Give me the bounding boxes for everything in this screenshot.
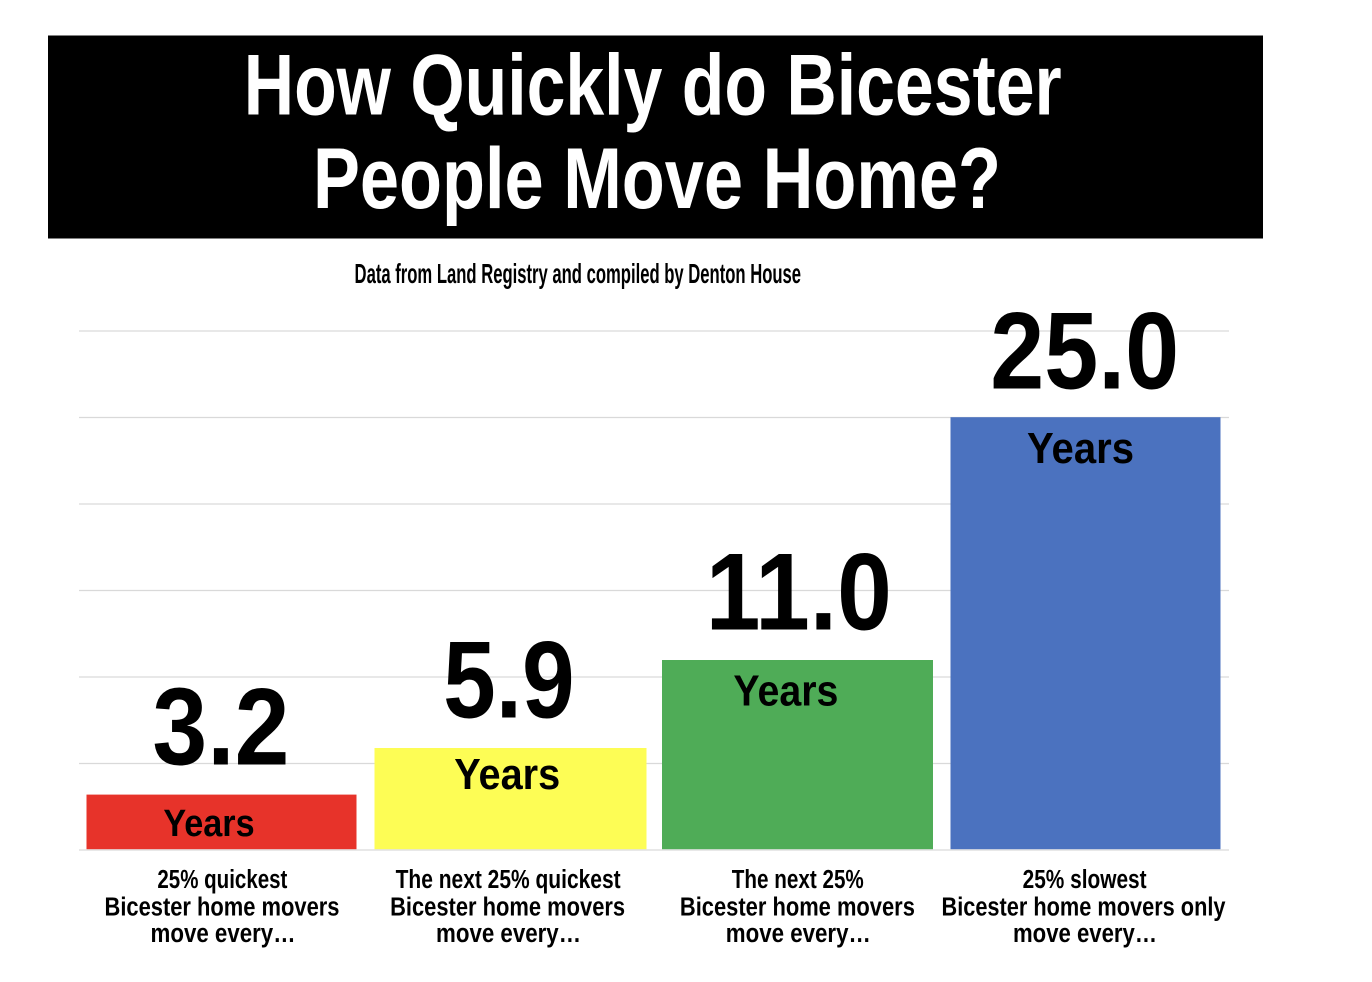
svg-text:Bicester home movers only: Bicester home movers only (942, 891, 1226, 921)
svg-text:People Move Home?: People Move Home? (313, 131, 1001, 227)
svg-text:Years: Years (1027, 425, 1134, 473)
svg-text:Bicester home movers: Bicester home movers (680, 891, 915, 921)
svg-text:Bicester home movers: Bicester home movers (105, 891, 340, 921)
svg-text:25% slowest: 25% slowest (1023, 864, 1147, 894)
svg-text:25.0: 25.0 (990, 290, 1179, 412)
svg-text:move every…: move every… (1013, 918, 1157, 948)
svg-text:Bicester home movers: Bicester home movers (390, 891, 625, 921)
svg-text:Years: Years (163, 802, 254, 845)
svg-text:Years: Years (733, 668, 838, 716)
svg-text:3.2: 3.2 (152, 667, 289, 789)
svg-text:move every…: move every… (436, 918, 581, 948)
svg-text:move every…: move every… (726, 918, 871, 948)
svg-text:5.9: 5.9 (443, 620, 575, 742)
svg-text:25% quickest: 25% quickest (157, 864, 287, 894)
svg-text:Years: Years (454, 751, 560, 799)
svg-text:Data from Land Registry and co: Data from Land Registry and compiled by … (355, 257, 802, 289)
svg-text:The next 25% quickest: The next 25% quickest (396, 864, 621, 894)
svg-text:11.0: 11.0 (706, 531, 892, 653)
svg-text:move every…: move every… (151, 918, 296, 948)
svg-text:How Quickly do Bicester: How Quickly do Bicester (244, 38, 1062, 134)
svg-text:The next 25%: The next 25% (732, 864, 864, 894)
